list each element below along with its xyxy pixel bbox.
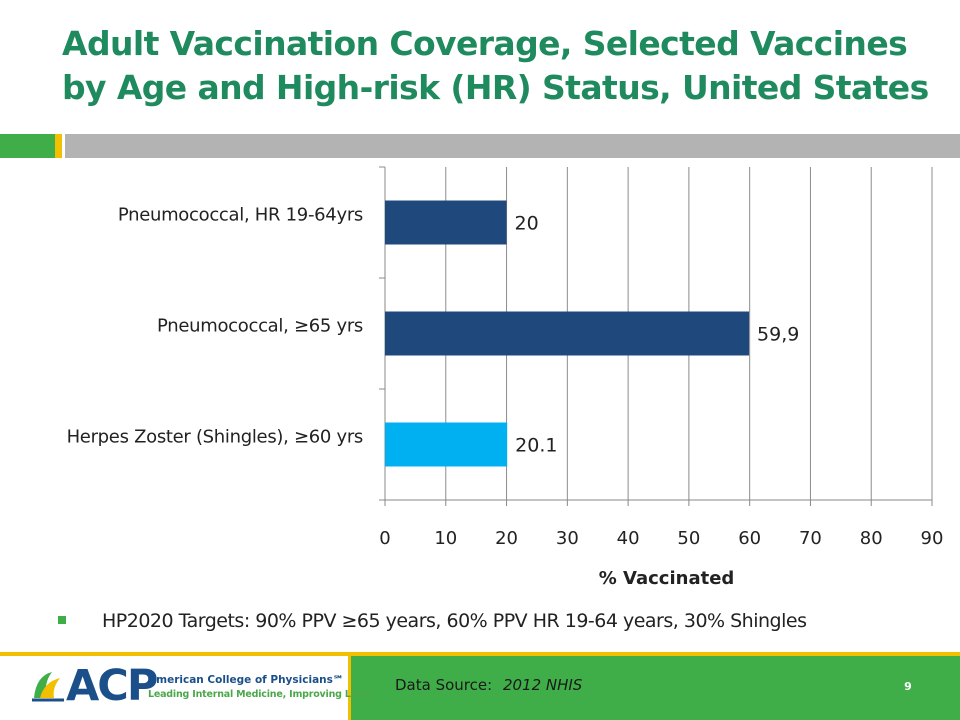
footer-logo-area (0, 656, 348, 720)
category-label-1: Pneumococcal, ≥65 yrs (157, 316, 363, 337)
footer-rule (0, 652, 960, 656)
logo-tagline: Leading Internal Medicine, Improving Liv… (148, 689, 372, 700)
x-tick-label-40: 40 (617, 528, 640, 549)
category-label-2: Herpes Zoster (Shingles), ≥60 yrs (67, 427, 363, 448)
acp-emblem-icon (32, 672, 64, 702)
x-tick-label-80: 80 (860, 528, 883, 549)
x-tick-label-50: 50 (677, 528, 700, 549)
x-tick-label-30: 30 (556, 528, 579, 549)
x-tick-label-70: 70 (799, 528, 822, 549)
footer-separator (348, 656, 351, 720)
bullet-square-icon (58, 616, 66, 624)
x-tick-label-60: 60 (738, 528, 761, 549)
slide-title-line-2: by Age and High-risk (HR) Status, United… (62, 68, 929, 107)
vaccination-bar-chart: 0 10 20 30 40 50 60 70 80 90 20 Pneumococcal, HR 19… (67, 166, 944, 589)
category-label-0: Pneumococcal, HR 19-64yrs (118, 205, 363, 226)
x-tick-label-0: 0 (379, 528, 390, 549)
footer-band (351, 656, 960, 720)
slide-title-line-1: Adult Vaccination Coverage, Selected Vac… (62, 24, 908, 63)
bar-1 (385, 311, 750, 356)
bar-2 (385, 422, 508, 467)
x-axis-title: % Vaccinated (599, 568, 735, 589)
x-tick-label-90: 90 (921, 528, 944, 549)
slide-title: Adult Vaccination Coverage, Selected Vac… (62, 22, 942, 110)
header-accent-green (0, 134, 55, 158)
acp-logo: ACP American College of Physicians℠ Lead… (24, 661, 372, 714)
x-tick-label-20: 20 (495, 528, 518, 549)
data-label-0: 20 (515, 213, 539, 235)
data-label-1: 59,9 (757, 324, 799, 346)
targets-text: HP2020 Targets: 90% PPV ≥65 years, 60% P… (102, 610, 807, 632)
data-source-label: Data Source: (395, 676, 493, 694)
x-tick-label-10: 10 (434, 528, 457, 549)
logo-org-name: American College of Physicians℠ (148, 674, 344, 686)
header-rule-gap (62, 134, 65, 158)
data-source-value: 2012 NHIS (502, 676, 583, 694)
data-source: Data Source: 2012 NHIS (395, 676, 582, 694)
header-rule (62, 134, 960, 158)
bar-0 (385, 200, 507, 245)
page-number: 9 (904, 680, 912, 693)
header-accent-yellow (55, 134, 62, 158)
data-label-2: 20.1 (515, 435, 557, 457)
targets-bullet: HP2020 Targets: 90% PPV ≥65 years, 60% P… (58, 610, 938, 638)
logo-acp-text: ACP (66, 661, 158, 711)
